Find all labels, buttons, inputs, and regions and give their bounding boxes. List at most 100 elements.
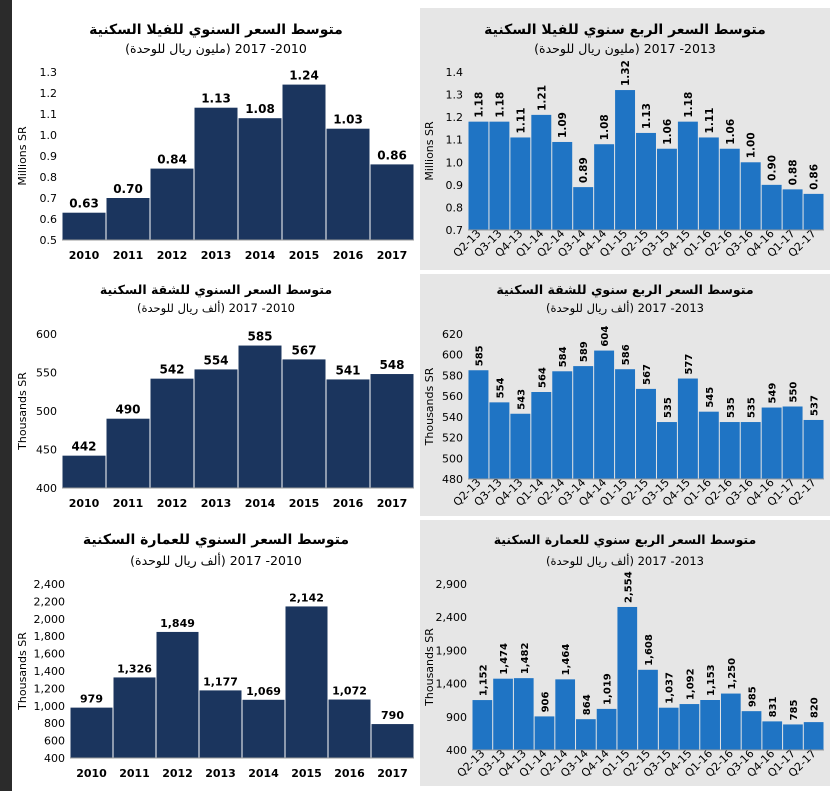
y-tick-label: 0.8	[40, 171, 58, 184]
apartment-annual-svg: متوسط السعر السنوي للشقة السكنية (ألف ريا…	[12, 274, 420, 516]
chart-title: متوسط السعر الربع سنوي للشقة السكنية	[496, 282, 753, 297]
data-label: 586	[621, 344, 632, 365]
data-label: 1.08	[245, 102, 275, 116]
x-tick-label: 2016	[333, 497, 364, 510]
data-label: 0.86	[377, 148, 407, 162]
data-label: 585	[247, 330, 272, 344]
bar-Q4-13	[510, 413, 531, 479]
y-tick-label: 1.4	[446, 66, 464, 79]
chart-title: متوسط السعر الربع سنوي للعمارة السكنية	[494, 532, 757, 547]
bar-Q2-13	[472, 700, 493, 750]
y-tick-label: 2,900	[436, 578, 468, 591]
bar-Q2-15	[638, 669, 658, 750]
data-label: 535	[663, 397, 674, 418]
data-label: 1.18	[473, 92, 485, 118]
y-tick-label: 2,000	[34, 613, 66, 626]
bar-Q3-16	[740, 422, 761, 479]
villa-annual-svg: متوسط السعر السنوي للفيلا السكنية (مليون …	[12, 8, 420, 270]
data-label: 1,464	[561, 644, 572, 676]
bar-2011	[106, 418, 150, 488]
bar-2017	[370, 164, 414, 240]
bar-2010	[62, 212, 106, 240]
chart-subtitle: (مليون ريال للوحدة) 2010- 2017	[125, 41, 307, 57]
data-label: 1.13	[201, 92, 231, 106]
y-tick-label: 580	[442, 369, 463, 382]
bar-2013	[194, 107, 238, 240]
data-label: 1.06	[662, 119, 674, 145]
bar-Q4-13	[510, 137, 531, 230]
y-axis-label: Thousands SR	[423, 628, 436, 707]
chart-subtitle: (ألف ريال للوحدة) 2010- 2017	[130, 552, 302, 569]
data-label: 1.03	[333, 113, 363, 127]
bar-2014	[242, 699, 285, 758]
bar-Q4-15	[677, 378, 698, 479]
data-label: 1.11	[515, 108, 527, 134]
data-label: 1.11	[704, 108, 716, 134]
bar-Q2-14	[552, 141, 573, 230]
apartment-quarterly-svg: متوسط السعر الربع سنوي للشقة السكنية (ألف…	[420, 274, 830, 516]
bar-Q2-16	[719, 422, 740, 479]
bar-Q4-14	[596, 708, 617, 750]
bar-Q1-16	[698, 137, 719, 230]
data-label: 584	[558, 346, 569, 367]
y-tick-label: 1,800	[34, 630, 66, 643]
bar-Q1-15	[615, 369, 636, 479]
bar-Q2-16	[720, 693, 741, 750]
bar-Q2-17	[803, 722, 824, 750]
bar-2017	[370, 374, 414, 488]
data-label: 542	[159, 363, 184, 377]
x-tick-label: 2015	[289, 249, 320, 262]
data-label: 541	[335, 363, 360, 377]
bar-Q1-14	[531, 392, 552, 479]
villa-quarterly-svg: متوسط السعر الربع سنوي للفيلا السكنية (مل…	[420, 8, 830, 270]
x-tick-label: 2015	[289, 497, 320, 510]
data-label: 1.08	[599, 114, 611, 140]
bar-2016	[326, 128, 370, 240]
y-tick-label: 450	[36, 444, 57, 457]
data-label: 906	[540, 691, 551, 712]
y-tick-label: 1,400	[34, 665, 66, 678]
building-quarterly-svg: متوسط السعر الربع سنوي للعمارة السكنية (أ…	[420, 520, 830, 786]
x-tick-label: 2012	[157, 497, 188, 510]
bar-Q2-17	[803, 419, 824, 479]
data-label: 543	[516, 389, 527, 410]
data-label: 2,142	[289, 591, 324, 604]
bar-Q3-14	[573, 187, 594, 230]
y-tick-label: 400	[44, 752, 65, 765]
building-annual-svg: متوسط السعر السنوي للعمارة السكنية (ألف ر…	[12, 520, 420, 786]
y-tick-label: 1.3	[446, 89, 464, 102]
bar-Q1-15	[615, 90, 636, 230]
report-page: متوسط السعر السنوي للفيلا السكنية (مليون …	[12, 0, 830, 791]
bar-2012	[150, 168, 194, 240]
x-tick-label: 2010	[69, 249, 100, 262]
chart-subtitle: (ألف ريال للوحدة) 2013- 2017	[546, 300, 704, 316]
bar-Q2-14	[552, 371, 573, 479]
chart-subtitle: (ألف ريال للوحدة) 2010- 2017	[137, 300, 295, 316]
bar-Q3-14	[573, 366, 594, 479]
data-label: 585	[474, 345, 485, 366]
data-label: 545	[705, 387, 716, 408]
x-tick-label: 2013	[205, 767, 236, 780]
bar-Q1-14	[534, 716, 555, 750]
bar-2015	[282, 359, 326, 488]
bar-2014	[238, 345, 282, 488]
y-tick-label: 1,200	[34, 682, 66, 695]
bar-Q4-15	[679, 704, 700, 750]
villa-annual-chart: متوسط السعر السنوي للفيلا السكنية (مليون …	[12, 8, 420, 270]
y-tick-label: 2,400	[436, 611, 468, 624]
apartment-annual-chart: متوسط السعر السنوي للشقة السكنية (ألف ريا…	[12, 274, 420, 516]
bar-Q3-13	[489, 402, 510, 479]
data-label: 1,153	[706, 664, 717, 696]
bar-2013	[199, 690, 242, 758]
x-tick-label: 2012	[162, 767, 193, 780]
y-tick-label: 600	[36, 328, 57, 341]
data-label: 442	[71, 440, 96, 454]
y-tick-label: 1.1	[446, 134, 464, 147]
data-label: 0.70	[113, 182, 143, 196]
data-label: 1.09	[557, 112, 569, 138]
y-tick-label: 1.0	[446, 156, 464, 169]
data-label: 548	[379, 358, 404, 372]
data-label: 554	[203, 353, 228, 367]
bar-Q3-15	[656, 148, 677, 230]
x-tick-label: 2014	[245, 497, 276, 510]
